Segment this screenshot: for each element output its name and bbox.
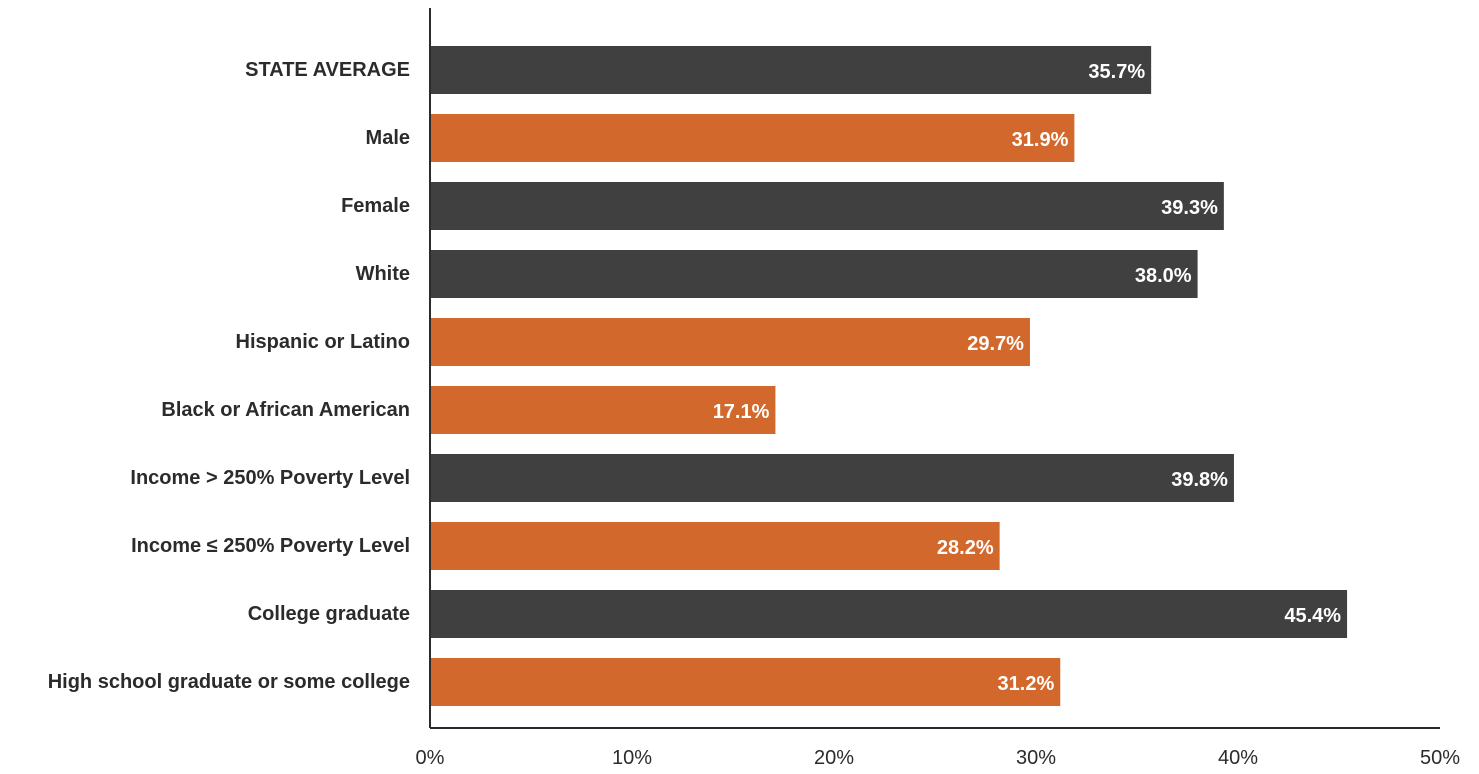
x-tick-label: 20% [814,747,854,769]
bar [430,182,1224,230]
category-label: Income ≤ 250% Poverty Level [131,535,410,557]
category-label: STATE AVERAGE [245,59,410,81]
value-label: 39.8% [1171,469,1228,491]
category-label: Hispanic or Latino [236,331,410,353]
x-tick-label: 40% [1218,747,1258,769]
category-labels: STATE AVERAGE Male Female White Hispanic or … [48,59,410,693]
bar [430,454,1234,502]
category-label: Female [341,195,410,217]
value-label: 35.7% [1088,61,1145,83]
value-label: 29.7% [967,333,1024,355]
category-label: High school graduate or some college [48,671,410,693]
bar [430,46,1152,94]
value-label: 39.3% [1161,197,1218,219]
category-label: Male [366,127,410,149]
value-label: 17.1% [713,401,770,423]
category-label: Black or African American [161,399,410,421]
bar [430,318,1030,366]
value-label: 45.4% [1284,605,1341,627]
bar [430,386,776,434]
bars-group [430,46,1348,706]
value-label: 28.2% [937,537,994,559]
value-label: 31.9% [1012,129,1069,151]
x-tick-labels: 0% 10% 20% 30% 40% 50% [416,747,1461,769]
category-label: College graduate [248,603,410,625]
bar [430,590,1348,638]
x-tick-label: 50% [1420,747,1460,769]
value-labels: 35.7% 31.9% 39.3% 38.0% 29.7% 17.1% 39.8% 28.2%… [713,61,1342,695]
bar [430,658,1061,706]
value-label: 38.0% [1135,265,1192,287]
x-tick-label: 10% [612,747,652,769]
bar [430,522,1000,570]
x-tick-label: 0% [416,747,445,769]
category-label: White [356,263,410,285]
x-tick-label: 30% [1016,747,1056,769]
value-label: 31.2% [998,673,1055,695]
category-label: Income > 250% Poverty Level [130,467,410,489]
bar [430,114,1075,162]
bar [430,250,1198,298]
